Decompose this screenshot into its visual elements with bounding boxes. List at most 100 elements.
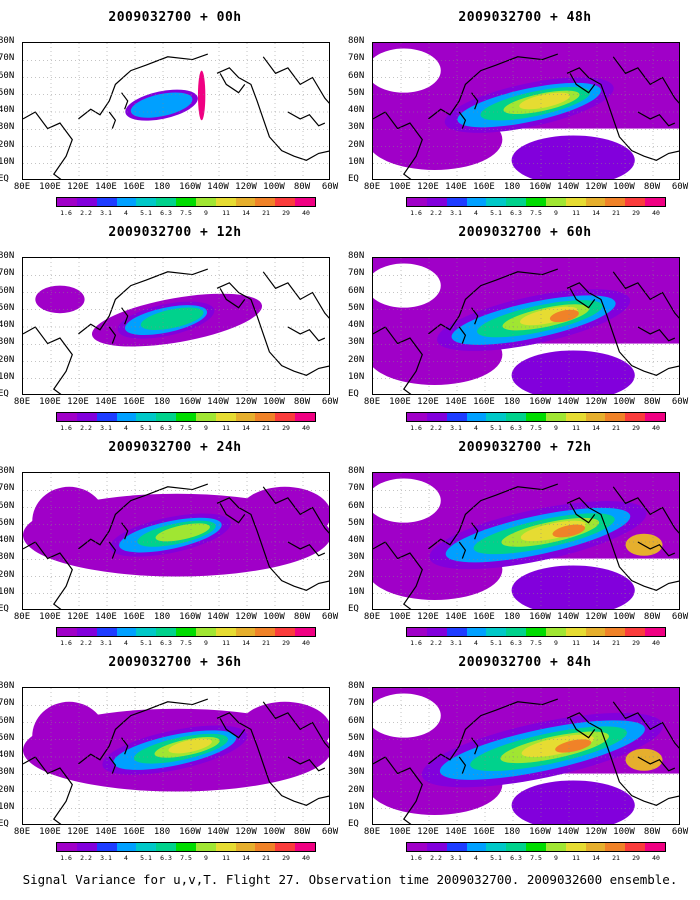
variance-contour xyxy=(552,524,586,538)
longitude-label: 160E xyxy=(123,827,145,837)
colorbar-swatch xyxy=(76,628,97,636)
colorbar-swatch xyxy=(215,843,236,851)
variance-field xyxy=(23,473,329,609)
latitude-label: EQ xyxy=(0,174,9,184)
colorbar-swatch xyxy=(645,413,665,421)
latitude-label: 80N xyxy=(348,681,365,691)
colorbar-swatch xyxy=(275,413,296,421)
longitude-label: 160W xyxy=(179,182,201,192)
longitude-label: 140W xyxy=(557,182,579,192)
colorbar-tick-label: 5.1 xyxy=(140,209,152,217)
colorbar-tick-label: 9 xyxy=(204,209,208,217)
map-area xyxy=(372,472,680,610)
variance-contour xyxy=(511,565,635,609)
coastline xyxy=(566,67,679,161)
coastline xyxy=(569,503,596,524)
variance-contour xyxy=(35,285,85,314)
coastline xyxy=(287,326,326,342)
latitude-label: 50N xyxy=(0,517,15,528)
longitude-label: 60W xyxy=(671,397,689,407)
coastline xyxy=(637,756,676,772)
variance-contour xyxy=(168,738,212,754)
longitude-label: 140E xyxy=(445,397,467,407)
colorbar-swatch xyxy=(585,198,606,206)
colorbar-tick-label: 3.1 xyxy=(100,854,112,862)
latitude-label: 50N xyxy=(348,732,365,743)
longitude-label: 80E xyxy=(363,182,381,192)
colorbar-swatch xyxy=(407,413,427,421)
colorbar-tick-label: 21 xyxy=(262,424,270,432)
colorbar-swatch xyxy=(195,413,216,421)
map-panel: 2009032700 + 36h 80N 70N 60N 50N 40N 30N 20N 10N… xyxy=(0,645,350,862)
longitude-label: 180 xyxy=(503,182,521,192)
longitude-label: 120E xyxy=(417,612,439,622)
colorbar-swatch xyxy=(235,413,256,421)
colorbar xyxy=(56,197,316,207)
colorbar-tick-label: 29 xyxy=(282,209,290,217)
variance-contour xyxy=(197,70,206,121)
longitude-label: 160W xyxy=(179,612,201,622)
latitude-label: 40N xyxy=(0,750,15,760)
coastline xyxy=(262,56,329,104)
colorbar xyxy=(406,842,666,852)
longitude-label: 120E xyxy=(67,827,89,837)
coastline xyxy=(458,541,467,559)
colorbar-tick-label: 4 xyxy=(474,209,478,217)
latitude-label: 70N xyxy=(348,53,365,64)
longitude-label: 140E xyxy=(445,182,467,192)
colorbar-swatch xyxy=(585,413,606,421)
colorbar-swatch xyxy=(486,628,507,636)
longitude-label: 140W xyxy=(207,827,229,837)
longitude-label: 80E xyxy=(363,612,381,622)
colorbar-tick-label: 9 xyxy=(554,209,558,217)
longitude-label: 160W xyxy=(529,397,551,407)
colorbar-tick-label: 11 xyxy=(572,639,580,647)
colorbar-swatch xyxy=(195,198,216,206)
colorbar-swatch xyxy=(545,413,566,421)
coastline xyxy=(108,111,117,129)
latitude-label: 80N xyxy=(348,251,365,261)
colorbar-swatch xyxy=(176,413,196,421)
longitude-label: 160W xyxy=(179,397,201,407)
latitude-label: EQ xyxy=(0,389,9,399)
longitude-label: 160W xyxy=(529,182,551,192)
longitude-label: 120E xyxy=(67,612,89,622)
latitude-label: 50N xyxy=(0,87,15,98)
colorbar-swatch xyxy=(57,413,77,421)
colorbar-swatch xyxy=(486,413,507,421)
colorbar-tick-label: 7.5 xyxy=(530,854,542,862)
colorbar-tick-label: 4 xyxy=(474,639,478,647)
map-area xyxy=(372,257,680,395)
colorbar-swatch xyxy=(625,628,646,636)
coastline xyxy=(216,67,329,161)
colorbar-swatch xyxy=(466,843,487,851)
colorbar-tick-label: 3.1 xyxy=(450,209,462,217)
colorbar-swatch xyxy=(96,413,117,421)
variance-contour xyxy=(511,350,635,394)
coastline xyxy=(637,541,676,557)
coastline xyxy=(219,503,246,524)
colorbar-swatch xyxy=(585,843,606,851)
latitude-label: 40N xyxy=(0,320,15,330)
longitude-label: 80W xyxy=(293,182,311,192)
panel-title: 2009032700 + 24h xyxy=(108,440,242,455)
longitude-label: 100W xyxy=(613,612,635,622)
colorbar-swatch xyxy=(235,843,256,851)
colorbar-tick-label: 5.1 xyxy=(490,854,502,862)
colorbar-swatch xyxy=(545,628,566,636)
colorbar-swatch xyxy=(565,628,586,636)
latitude-label: 50N xyxy=(348,302,365,313)
colorbar-tick-label: 14 xyxy=(592,639,600,647)
map-panel: 2009032700 + 72h 80N 70N 60N 50N 40N 30N 20N 10N… xyxy=(348,430,700,647)
map-area xyxy=(372,42,680,180)
colorbar-swatch xyxy=(526,843,546,851)
latitude-label: EQ xyxy=(0,819,9,829)
variance-contour xyxy=(130,92,193,118)
colorbar-tick-label: 6.3 xyxy=(510,854,522,862)
coastline xyxy=(262,271,329,319)
variance-contour xyxy=(32,701,107,771)
colorbar-swatch xyxy=(506,628,527,636)
colorbar-swatch xyxy=(176,843,196,851)
colorbar-tick-label: 29 xyxy=(632,639,640,647)
coastline xyxy=(121,92,129,110)
